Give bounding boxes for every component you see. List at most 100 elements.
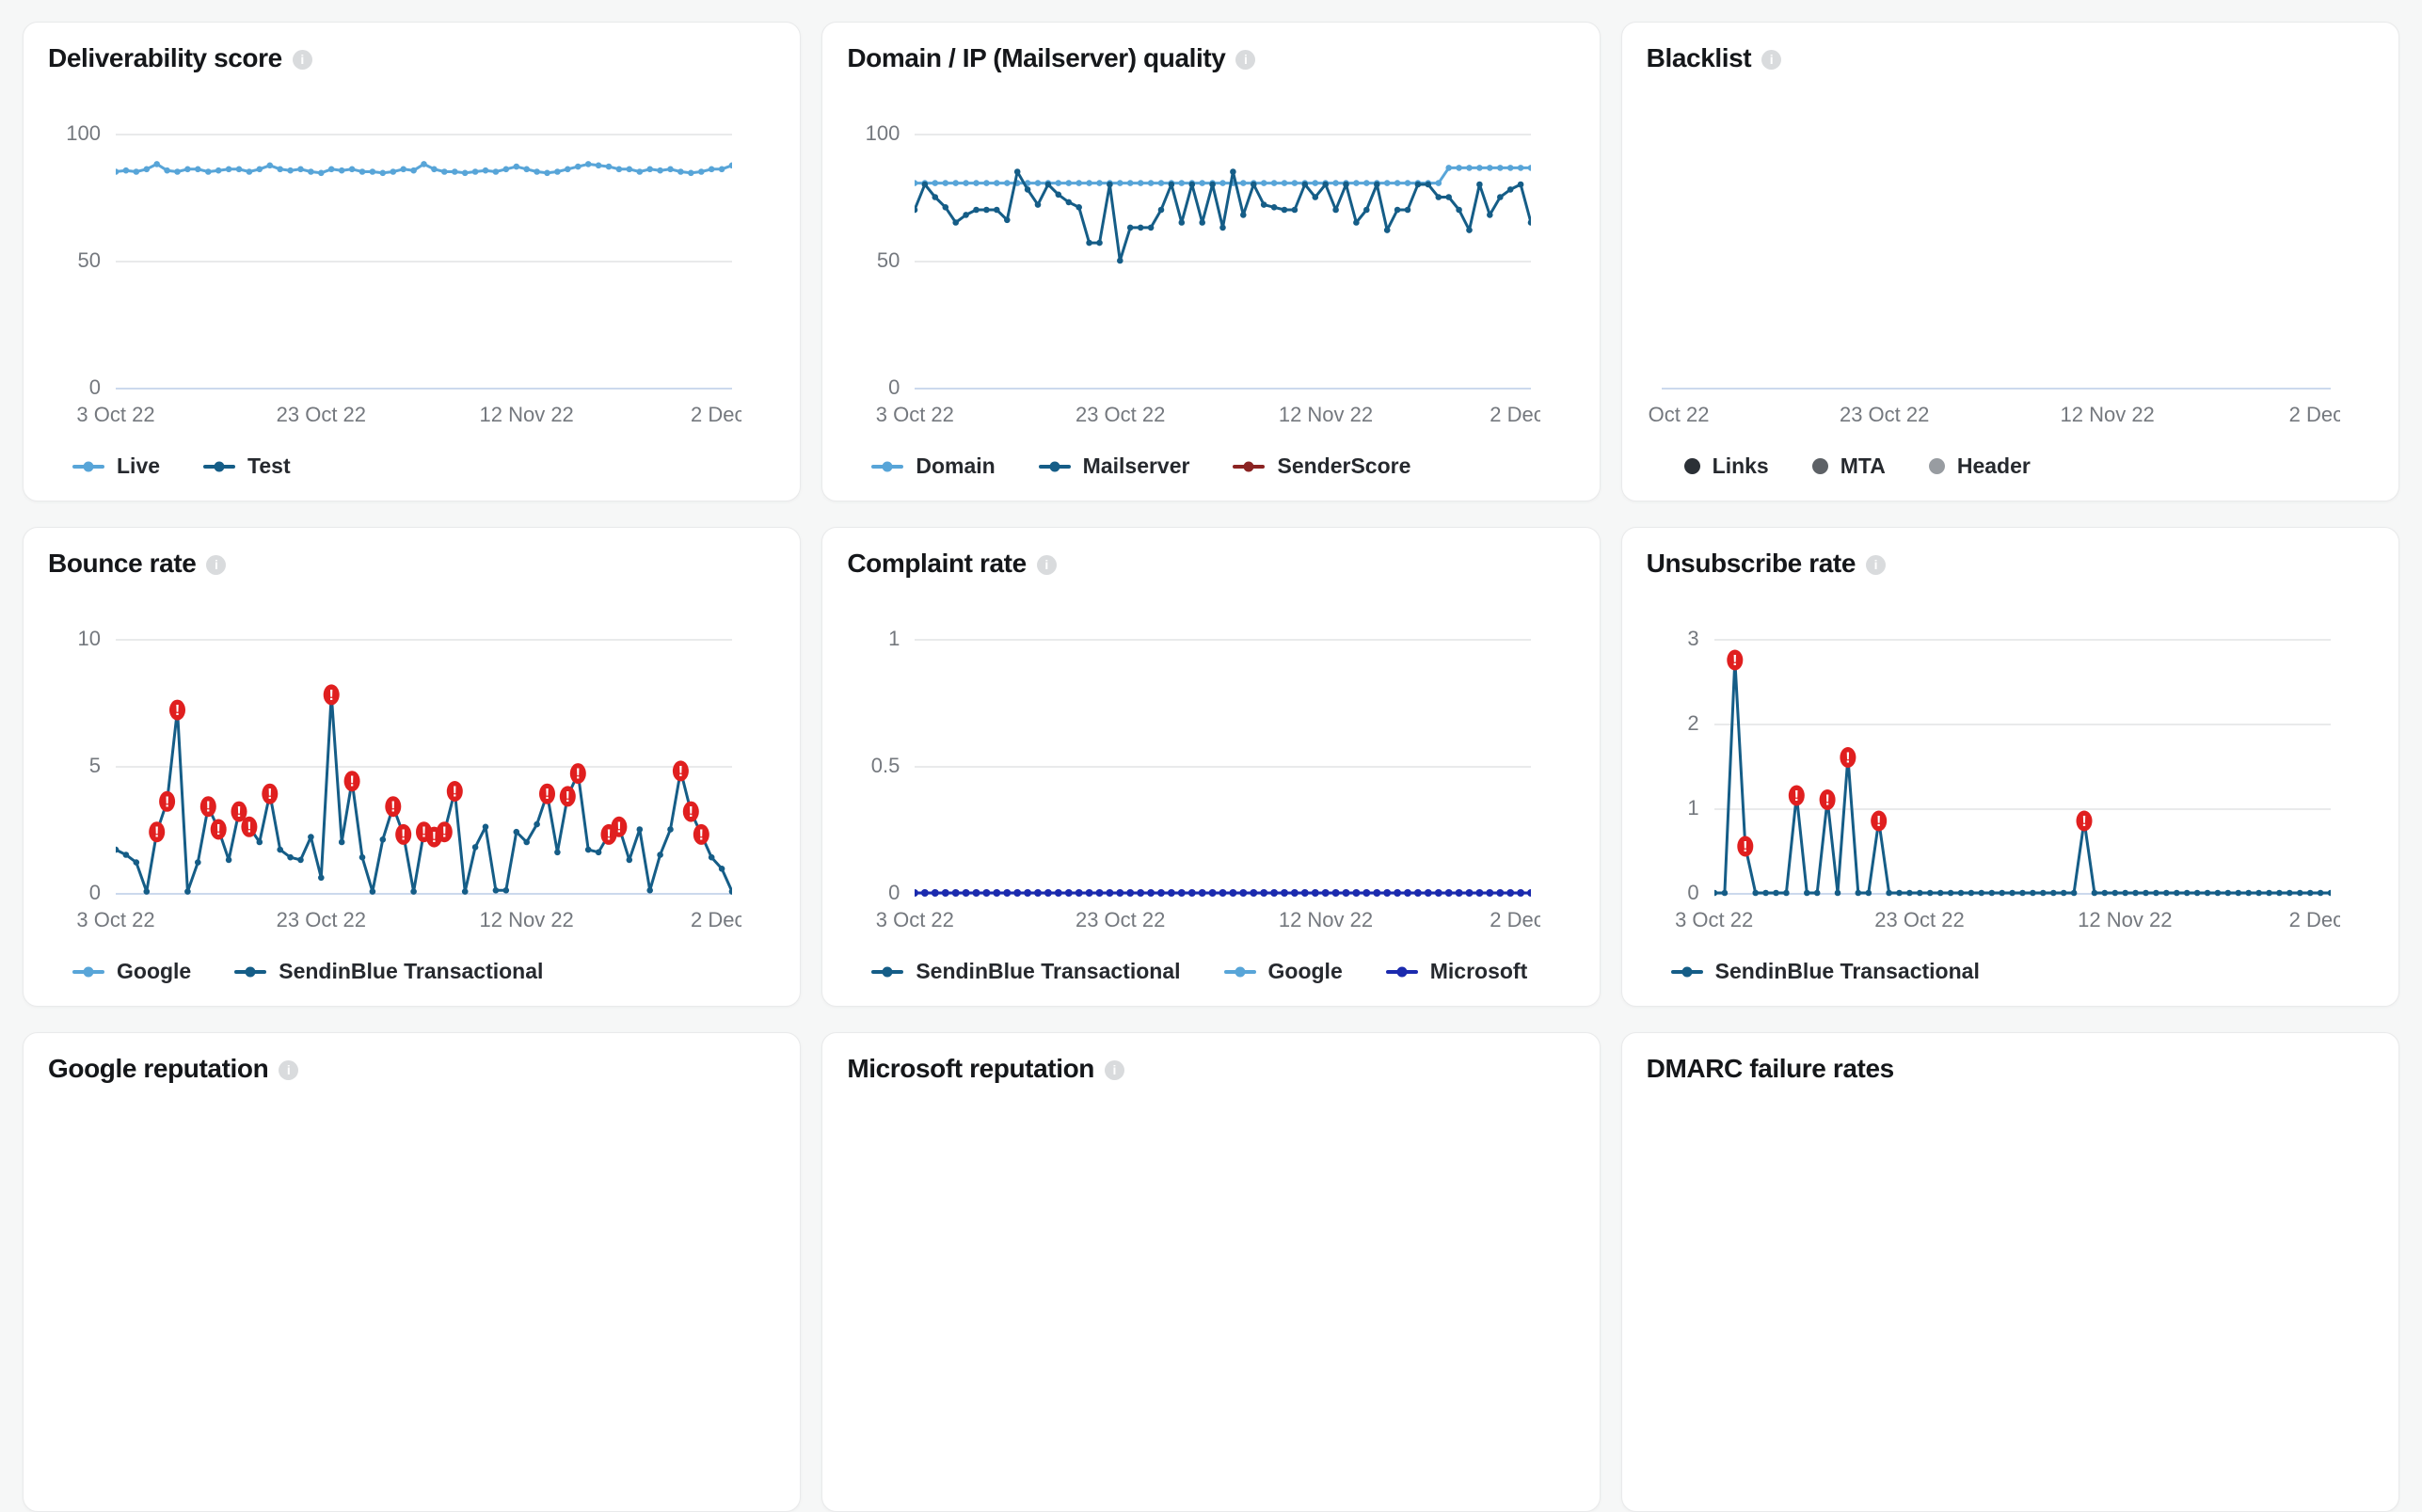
svg-text:!: ! [1824, 793, 1829, 809]
legend-item-links[interactable]: Links [1683, 454, 1769, 479]
legend-line-marker [234, 966, 267, 977]
y-axis-label: 0 [888, 375, 900, 399]
legend-label: SendinBlue Transactional [916, 959, 1181, 983]
legend-label: Microsoft [1429, 959, 1528, 983]
x-axis-label: 2 Dec 22 [1490, 908, 1541, 931]
alert-badge: ! [446, 781, 463, 802]
y-axis-label: 50 [77, 248, 101, 272]
legend-item-live[interactable]: Live [72, 454, 160, 479]
info-icon[interactable]: i [292, 49, 312, 70]
legend-line-marker [871, 966, 904, 977]
card-deliverability-score: Deliverability score i 100 50 0 3 Oct 22 23 Oc… [23, 22, 802, 501]
alert-badge: ! [159, 790, 176, 812]
legend-item-header[interactable]: Header [1928, 454, 2031, 479]
card-google-reputation: Google reputation i [23, 1032, 802, 1512]
svg-text:!: ! [236, 804, 241, 820]
legend-item-google[interactable]: Google [1223, 959, 1343, 984]
legend-line-marker [72, 966, 104, 977]
gridline [116, 639, 732, 641]
legend-circle-marker [1928, 458, 1945, 474]
chart-svg [915, 165, 1532, 264]
svg-text:!: ! [1732, 653, 1737, 669]
card-title: Microsoft reputation [847, 1054, 1094, 1083]
x-axis-labels: 3 Oct 22 23 Oct 22 12 Nov 22 2 Dec 22 [1647, 908, 2340, 938]
alert-badge: ! [1788, 785, 1805, 806]
legend-line-marker [1670, 966, 1703, 977]
alert-badge: ! [559, 786, 576, 807]
legend-circle-marker [1683, 458, 1700, 474]
card-microsoft-reputation: Microsoft reputation i [821, 1032, 1601, 1512]
chart-plot-area: 100 50 0 3 Oct 22 23 Oct 22 12 Nov 22 2 Dec 22 [48, 121, 775, 431]
gridline [915, 261, 1532, 263]
x-axis-baseline [1661, 388, 2331, 390]
legend-circle-marker [1811, 458, 1828, 474]
x-axis-labels: 3 Oct 22 23 Oct 22 12 Nov 22 2 Dec 22 [847, 403, 1541, 433]
y-axis-label: 3 [1687, 627, 1699, 650]
card-title: DMARC failure rates [1646, 1054, 1895, 1083]
info-icon[interactable]: i [1105, 1059, 1124, 1080]
svg-text:!: ! [545, 787, 550, 803]
legend-item-mta[interactable]: MTA [1811, 454, 1886, 479]
x-axis-label: 3 Oct 22 [1675, 908, 1754, 931]
x-axis-baseline [915, 388, 1532, 390]
card-header: Complaint rate i [847, 549, 1574, 586]
legend-label: Google [117, 959, 192, 983]
alert-badge: ! [2076, 810, 2093, 832]
svg-text:!: ! [699, 827, 704, 843]
legend-item-sendinblue-transactional[interactable]: SendinBlue Transactional [871, 959, 1181, 984]
svg-text:!: ! [165, 794, 169, 810]
info-icon[interactable]: i [1761, 49, 1782, 70]
alert-badge: ! [199, 796, 216, 818]
y-axis-label: 100 [66, 121, 101, 145]
info-icon[interactable]: i [1866, 554, 1887, 575]
legend-item-google[interactable]: Google [72, 959, 191, 984]
svg-text:!: ! [154, 825, 159, 841]
alert-badge: ! [169, 699, 185, 721]
x-axis-label: 23 Oct 22 [1874, 908, 1965, 931]
legend-item-sendinblue-transactional[interactable]: SendinBlue Transactional [1670, 959, 1980, 984]
svg-text:!: ! [401, 827, 406, 843]
x-axis-label: 2 Dec 22 [690, 403, 741, 426]
card-header: Google reputation i [48, 1054, 775, 1091]
svg-text:!: ! [616, 820, 621, 836]
svg-text:!: ! [678, 764, 683, 780]
alert-badge: ! [231, 801, 247, 822]
legend-item-senderscore[interactable]: SenderScore [1233, 454, 1410, 479]
x-axis-label: 23 Oct 22 [276, 908, 367, 931]
alert-badge: ! [343, 771, 360, 792]
info-icon[interactable]: i [279, 1059, 299, 1080]
chart-svg: !!!!!!!!!!!!!!!!!!!!!!!! [116, 684, 732, 895]
x-axis-label: 2 Dec 22 [2288, 403, 2340, 426]
info-icon[interactable]: i [1036, 554, 1057, 575]
x-axis-baseline [116, 388, 732, 390]
legend: Domain Mailserver SenderScore [847, 454, 1574, 479]
y-axis-label: 100 [865, 121, 900, 145]
x-axis-label: 12 Nov 22 [1278, 908, 1374, 931]
legend-item-sendinblue-transactional[interactable]: SendinBlue Transactional [234, 959, 543, 984]
legend-item-test[interactable]: Test [203, 454, 291, 479]
gridline [1713, 808, 2331, 810]
info-icon[interactable]: i [206, 554, 227, 575]
alert-badge: ! [395, 823, 412, 845]
legend-item-microsoft[interactable]: Microsoft [1385, 959, 1528, 984]
legend-item-domain[interactable]: Domain [871, 454, 996, 479]
svg-text:!: ! [689, 804, 693, 820]
card-domain-ip-mailserver-quality: Domain / IP (Mailserver) quality i 100 50 0 3… [821, 22, 1601, 501]
legend-label: SendinBlue Transactional [279, 959, 544, 983]
info-icon[interactable]: i [1235, 49, 1256, 70]
x-axis-label: 3 Oct 22 [76, 403, 155, 426]
alert-badge: ! [672, 760, 689, 782]
legend-label: Test [247, 454, 291, 478]
card-header: DMARC failure rates [1647, 1054, 2374, 1091]
legend: SendinBlue Transactional Google Microsoft [847, 959, 1574, 984]
legend-line-marker [871, 461, 904, 471]
svg-text:!: ! [1876, 814, 1881, 830]
gridline [1713, 724, 2331, 725]
card-bounce-rate: Bounce rate i 10 5 0!!!!!!!!!!!!!!!!!!!!!!!!… [23, 527, 802, 1007]
svg-text:!: ! [453, 785, 457, 801]
legend: Google SendinBlue Transactional [48, 959, 775, 984]
x-axis-label: 3 Oct 22 [875, 403, 954, 426]
alert-badge: ! [611, 816, 628, 837]
legend-item-mailserver[interactable]: Mailserver [1038, 454, 1189, 479]
svg-text:!: ! [432, 830, 437, 846]
